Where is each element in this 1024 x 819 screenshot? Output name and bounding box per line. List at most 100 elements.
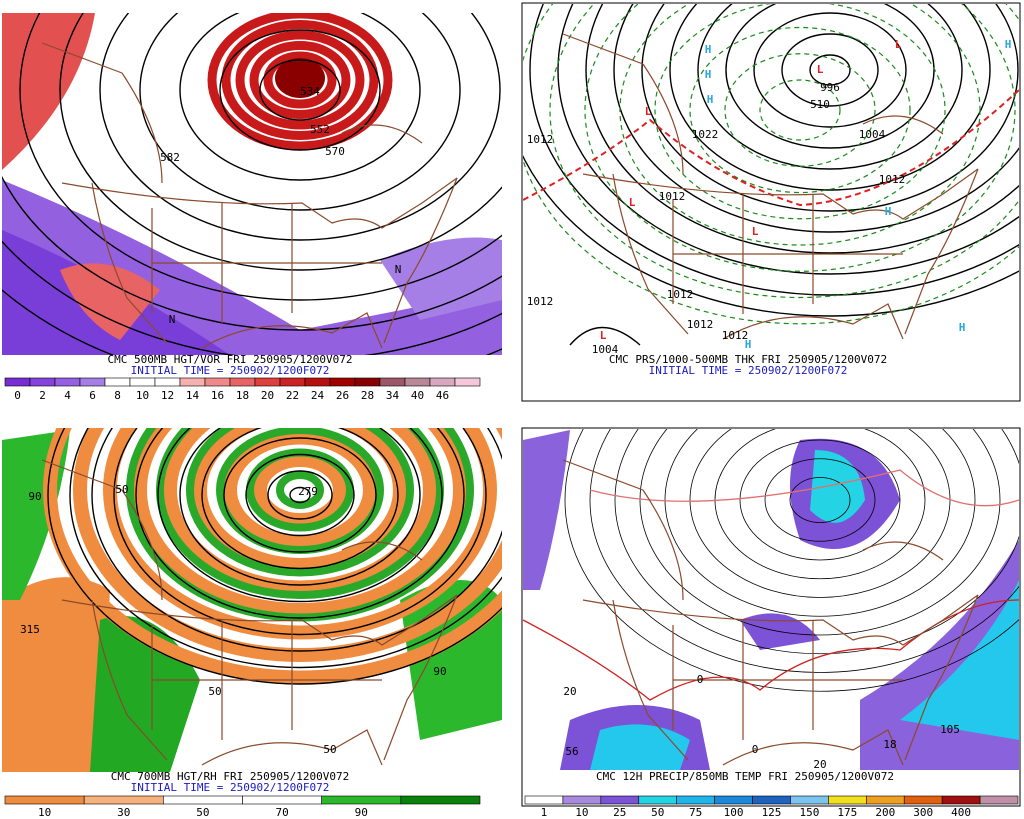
panel-title: CMC 700MB HGT/RH FRI 250905/1200V072: [111, 770, 349, 783]
map-label: 1012: [527, 133, 554, 146]
contour: [557, 4, 1019, 275]
contour: [223, 437, 377, 553]
shaded-area: [523, 430, 570, 590]
shaded-area: [2, 13, 95, 170]
panel-frame: [521, 2, 1021, 402]
colorbar-label: 14: [186, 389, 200, 402]
shaded-area: [900, 580, 1019, 740]
map-label: 56: [565, 745, 578, 758]
contour: [764, 458, 876, 542]
colorbar-box: [104, 377, 131, 387]
colorbar-box: [404, 377, 431, 387]
map-label: 18: [883, 738, 896, 751]
contour: [789, 477, 851, 523]
contour: [263, 51, 337, 109]
colorbar-box: [204, 377, 231, 387]
contour: [259, 59, 341, 121]
colorbar-box: [903, 795, 943, 805]
panel-subtitle: INITIAL TIME = 250902/1200F072: [131, 781, 330, 794]
colorbar-label: 90: [355, 806, 368, 819]
boundary: [722, 303, 904, 340]
panel-subtitle: INITIAL TIME = 250902/1200F072: [131, 364, 330, 377]
map-label: N: [169, 313, 176, 326]
colorbar-label: 18: [236, 389, 249, 402]
map-label: H: [707, 93, 714, 106]
contour: [157, 428, 443, 603]
colorbar-box: [304, 377, 331, 387]
colorbar-box: [638, 795, 677, 805]
map-label: 1012: [527, 295, 554, 308]
map-label: 90: [28, 490, 41, 503]
colorbar-label: 10: [575, 806, 588, 819]
contour: [113, 428, 487, 636]
colorbar-label: 30: [117, 806, 130, 819]
map: [2, 13, 502, 355]
contour: [724, 53, 876, 167]
map-label: 1004: [859, 128, 886, 141]
shaded-area: [590, 724, 690, 770]
shaded-area: [380, 237, 502, 320]
colorbar-box: [83, 795, 164, 805]
map-label: H: [745, 338, 752, 351]
colorbar-box: [714, 795, 753, 805]
contour: [186, 428, 414, 577]
contour: [179, 13, 421, 181]
boundary: [201, 729, 383, 766]
colorbar-label: 300: [913, 806, 933, 819]
colorbar-label: 400: [951, 806, 971, 819]
contour: [133, 428, 467, 617]
colorbar-box: [354, 377, 381, 387]
map-label: H: [885, 205, 892, 218]
contour: [639, 429, 1001, 636]
colorbar-label: 26: [336, 389, 349, 402]
boundary: [91, 182, 168, 344]
map-label: 315: [20, 623, 40, 636]
contour: [73, 428, 502, 662]
colorbar-box: [979, 795, 1019, 805]
thickness-line: [523, 89, 1019, 207]
colorbar-box: [524, 795, 564, 805]
map-label: 570: [325, 145, 345, 158]
colorbar-label: 2: [39, 389, 46, 402]
colorbar-box: [242, 795, 322, 805]
contour: [529, 4, 1019, 296]
panel-title: CMC PRS/1000-500MB THK FRI 250905/1200V0…: [609, 353, 887, 366]
colorbar-label: 1: [541, 806, 548, 819]
contour: [739, 439, 901, 561]
map-label: 50: [208, 685, 221, 698]
panel-title: CMC 12H PRECIP/850MB TEMP FRI 250905/120…: [596, 770, 894, 783]
contour: [523, 154, 1019, 317]
panel-subtitle: INITIAL TIME = 250902/1200F072: [649, 364, 848, 377]
colorbar-box: [600, 795, 640, 805]
colorbar-label: 200: [875, 806, 895, 819]
contour: [523, 4, 1019, 325]
contour: [619, 4, 981, 246]
contour: [289, 486, 311, 504]
panel-frame: [521, 427, 1021, 807]
colorbar-label: 8: [114, 389, 121, 402]
colorbar-label: 34: [386, 389, 400, 402]
colorbar-label: 10: [136, 389, 149, 402]
contour: [697, 4, 963, 170]
map: [523, 4, 1019, 346]
map-label: 1012: [879, 173, 906, 186]
colorbar-label: 175: [837, 806, 857, 819]
shaded-area: [60, 263, 160, 340]
map-label: H: [1005, 38, 1012, 51]
contour: [614, 429, 1019, 655]
contour: [549, 4, 1019, 299]
colorbar-label: 12: [161, 389, 174, 402]
contour: [809, 54, 851, 86]
map-label: 996: [820, 81, 840, 94]
map-label: H: [705, 68, 712, 81]
map-label: L: [817, 63, 824, 76]
colorbar-box: [400, 795, 481, 805]
map-label: 1022: [692, 128, 719, 141]
contour: [235, 30, 365, 130]
colorbar-box: [79, 377, 106, 387]
boundary: [612, 599, 689, 761]
colorbar-label: 70: [275, 806, 288, 819]
contour: [759, 79, 841, 141]
